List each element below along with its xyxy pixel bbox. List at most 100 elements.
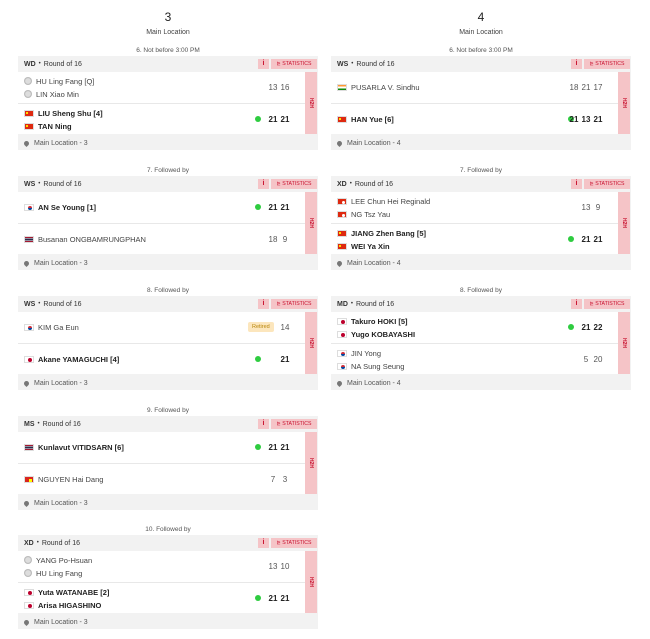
thailand-flag-icon bbox=[24, 236, 34, 243]
player[interactable]: Kunlavut VITIDSARN [6] bbox=[24, 441, 124, 453]
game-score: 13 bbox=[267, 83, 279, 92]
match-teams: Takuro HOKI [5] Yugo KOBAYASHI 21 22 JIN Yon… bbox=[331, 312, 618, 374]
match-location: Main Location - 4 bbox=[337, 138, 401, 148]
h2h-button[interactable]: H2H bbox=[618, 72, 630, 134]
game-score: 21 bbox=[267, 203, 279, 212]
separator-dot: • bbox=[39, 61, 41, 67]
player[interactable]: Yuta WATANABE [2] bbox=[24, 586, 109, 598]
player[interactable]: JIANG Zhen Bang [5] bbox=[337, 227, 426, 239]
h2h-button[interactable]: H2H bbox=[305, 551, 317, 613]
h2h-button[interactable]: H2H bbox=[618, 312, 630, 374]
player-name: Busanan ONGBAMRUNGPHAN bbox=[38, 235, 146, 244]
match-order-label: 6. Not before 3:00 PM bbox=[18, 45, 318, 56]
match-info-button[interactable]: i bbox=[571, 179, 582, 189]
player[interactable]: HU Ling Fang bbox=[24, 567, 82, 579]
team-scores: 21 21 bbox=[267, 432, 291, 463]
player-name: NGUYEN Hai Dang bbox=[38, 475, 103, 484]
h2h-button[interactable]: H2H bbox=[305, 432, 317, 494]
match-info-button[interactable]: i bbox=[571, 299, 582, 309]
event-code: WD bbox=[24, 61, 36, 68]
player[interactable]: LIU Sheng Shu [4] bbox=[24, 107, 103, 119]
h2h-button[interactable]: H2H bbox=[305, 192, 317, 254]
player[interactable]: HAN Yue [6] bbox=[337, 113, 394, 125]
team-scores: 21 22 bbox=[580, 312, 604, 343]
game-score: 21 bbox=[592, 115, 604, 124]
player[interactable]: Arisa HIGASHINO bbox=[24, 599, 101, 611]
statistics-button[interactable]: ⊵ STATISTICS bbox=[271, 179, 317, 189]
winner-dot-icon bbox=[255, 204, 261, 210]
h2h-label: H2H bbox=[308, 577, 314, 587]
player[interactable]: YANG Po-Hsuan bbox=[24, 554, 92, 566]
statistics-button[interactable]: ⊵ STATISTICS bbox=[584, 299, 630, 309]
player[interactable]: NA Sung Seung bbox=[337, 360, 404, 372]
match-card[interactable]: WS • Round of 16 i ⊵ STATISTICS KIM Ga Eun Ret… bbox=[18, 296, 318, 390]
game-score: 21 bbox=[592, 235, 604, 244]
match-info-button[interactable]: i bbox=[258, 179, 269, 189]
winner-dot-icon bbox=[255, 116, 261, 122]
tpe-flag-icon bbox=[24, 556, 32, 564]
player[interactable]: JIN Yong bbox=[337, 347, 381, 359]
match-info-button[interactable]: i bbox=[258, 419, 269, 429]
player[interactable]: PUSARLA V. Sindhu bbox=[337, 81, 420, 93]
team-row: KIM Ga Eun Retired 14 bbox=[18, 312, 305, 343]
player[interactable]: Akane YAMAGUCHI [4] bbox=[24, 353, 119, 365]
match-order-label: 8. Followed by bbox=[331, 285, 631, 296]
match-card[interactable]: WS • Round of 16 i ⊵ STATISTICS PUSARLA V. Si… bbox=[331, 56, 631, 150]
game-score: 21 bbox=[279, 355, 291, 364]
h2h-label: H2H bbox=[308, 338, 314, 348]
match-teams: KIM Ga Eun Retired 14 Akane YAMAGUCHI [4] 21 bbox=[18, 312, 305, 374]
player-name: YANG Po-Hsuan bbox=[36, 556, 92, 565]
h2h-label: H2H bbox=[621, 98, 627, 108]
h2h-button[interactable]: H2H bbox=[618, 192, 630, 254]
location-pin-icon bbox=[336, 379, 343, 386]
match-card[interactable]: XD • Round of 16 i ⊵ STATISTICS YANG Po-Hsuan… bbox=[18, 535, 318, 629]
statistics-button[interactable]: ⊵ STATISTICS bbox=[271, 538, 317, 548]
match-card[interactable]: MS • Round of 16 i ⊵ STATISTICS Kunlavut VITI… bbox=[18, 416, 318, 510]
player[interactable]: Busanan ONGBAMRUNGPHAN bbox=[24, 233, 146, 245]
statistics-button[interactable]: ⊵ STATISTICS bbox=[584, 59, 630, 69]
round-label: Round of 16 bbox=[43, 301, 81, 308]
separator-dot: • bbox=[38, 181, 40, 187]
player-name: TAN Ning bbox=[38, 122, 72, 131]
team-row: AN Se Young [1] 21 21 bbox=[18, 192, 305, 223]
player[interactable]: LEE Chun Hei Reginald bbox=[337, 195, 430, 207]
match-card[interactable]: XD • Round of 16 i ⊵ STATISTICS LEE Chun Hei … bbox=[331, 176, 631, 270]
player[interactable]: KIM Ga Eun bbox=[24, 321, 79, 333]
player[interactable]: NGUYEN Hai Dang bbox=[24, 473, 103, 485]
statistics-button[interactable]: ⊵ STATISTICS bbox=[271, 59, 317, 69]
tpe-flag-icon bbox=[24, 77, 32, 85]
match-info-button[interactable]: i bbox=[571, 59, 582, 69]
statistics-button[interactable]: ⊵ STATISTICS bbox=[271, 299, 317, 309]
court-location: Main Location bbox=[18, 28, 318, 38]
player[interactable]: Yugo KOBAYASHI bbox=[337, 328, 415, 340]
team-scores: 18 9 bbox=[267, 224, 291, 255]
statistics-button[interactable]: ⊵ STATISTICS bbox=[271, 419, 317, 429]
match-location: Main Location - 3 bbox=[24, 498, 88, 508]
match-info-button[interactable]: i bbox=[258, 538, 269, 548]
match-teams: Kunlavut VITIDSARN [6] 21 21 NGUYEN Hai Dan… bbox=[18, 432, 305, 494]
team-row: PUSARLA V. Sindhu 18 21 17 bbox=[331, 72, 618, 103]
match-info-button[interactable]: i bbox=[258, 299, 269, 309]
match-info-button[interactable]: i bbox=[258, 59, 269, 69]
player-name: NA Sung Seung bbox=[351, 362, 404, 371]
player[interactable]: Takuro HOKI [5] bbox=[337, 315, 408, 327]
h2h-button[interactable]: H2H bbox=[305, 72, 317, 134]
location-label: Main Location - 4 bbox=[347, 380, 401, 387]
player[interactable]: LIN Xiao Min bbox=[24, 88, 79, 100]
game-score: 22 bbox=[592, 323, 604, 332]
h2h-button[interactable]: H2H bbox=[305, 312, 317, 374]
match-teams: YANG Po-Hsuan HU Ling Fang 13 10 Yuta WATANA… bbox=[18, 551, 305, 613]
china-flag-icon bbox=[337, 243, 347, 250]
player[interactable]: WEI Ya Xin bbox=[337, 240, 390, 252]
player[interactable]: HU Ling Fang [Q] bbox=[24, 75, 94, 87]
team-row: Takuro HOKI [5] Yugo KOBAYASHI 21 22 bbox=[331, 312, 618, 343]
game-score: 21 bbox=[279, 203, 291, 212]
team-row: Akane YAMAGUCHI [4] 21 bbox=[18, 343, 305, 374]
player[interactable]: NG Tsz Yau bbox=[337, 208, 390, 220]
match-card[interactable]: WD • Round of 16 i ⊵ STATISTICS HU Ling Fang … bbox=[18, 56, 318, 150]
player[interactable]: TAN Ning bbox=[24, 120, 72, 132]
player[interactable]: AN Se Young [1] bbox=[24, 201, 96, 213]
statistics-button[interactable]: ⊵ STATISTICS bbox=[584, 179, 630, 189]
match-card[interactable]: MD • Round of 16 i ⊵ STATISTICS Takuro HOKI [… bbox=[331, 296, 631, 390]
match-card[interactable]: WS • Round of 16 i ⊵ STATISTICS AN Se Young [… bbox=[18, 176, 318, 270]
